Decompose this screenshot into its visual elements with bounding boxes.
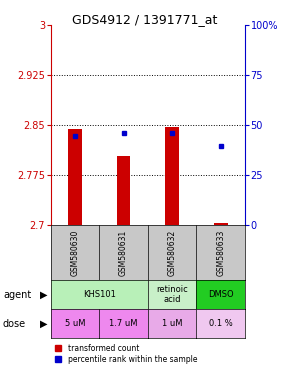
Text: GDS4912 / 1391771_at: GDS4912 / 1391771_at <box>72 13 218 26</box>
Text: DMSO: DMSO <box>208 290 233 299</box>
Text: dose: dose <box>3 318 26 329</box>
Text: 1 uM: 1 uM <box>162 319 182 328</box>
Text: GSM580630: GSM580630 <box>70 229 79 276</box>
Bar <box>117 156 130 225</box>
Text: GSM580632: GSM580632 <box>168 229 177 276</box>
Text: ▶: ▶ <box>40 318 47 329</box>
Text: agent: agent <box>3 290 31 300</box>
Text: 0.1 %: 0.1 % <box>209 319 233 328</box>
Text: 1.7 uM: 1.7 uM <box>109 319 138 328</box>
Text: retinoic
acid: retinoic acid <box>156 285 188 305</box>
Text: GSM580633: GSM580633 <box>216 229 225 276</box>
Text: KHS101: KHS101 <box>83 290 116 299</box>
Text: ▶: ▶ <box>40 290 47 300</box>
Bar <box>68 129 82 225</box>
Text: 5 uM: 5 uM <box>65 319 85 328</box>
Legend: transformed count, percentile rank within the sample: transformed count, percentile rank withi… <box>55 344 197 364</box>
Bar <box>165 127 179 225</box>
Text: GSM580631: GSM580631 <box>119 229 128 276</box>
Bar <box>214 223 228 225</box>
